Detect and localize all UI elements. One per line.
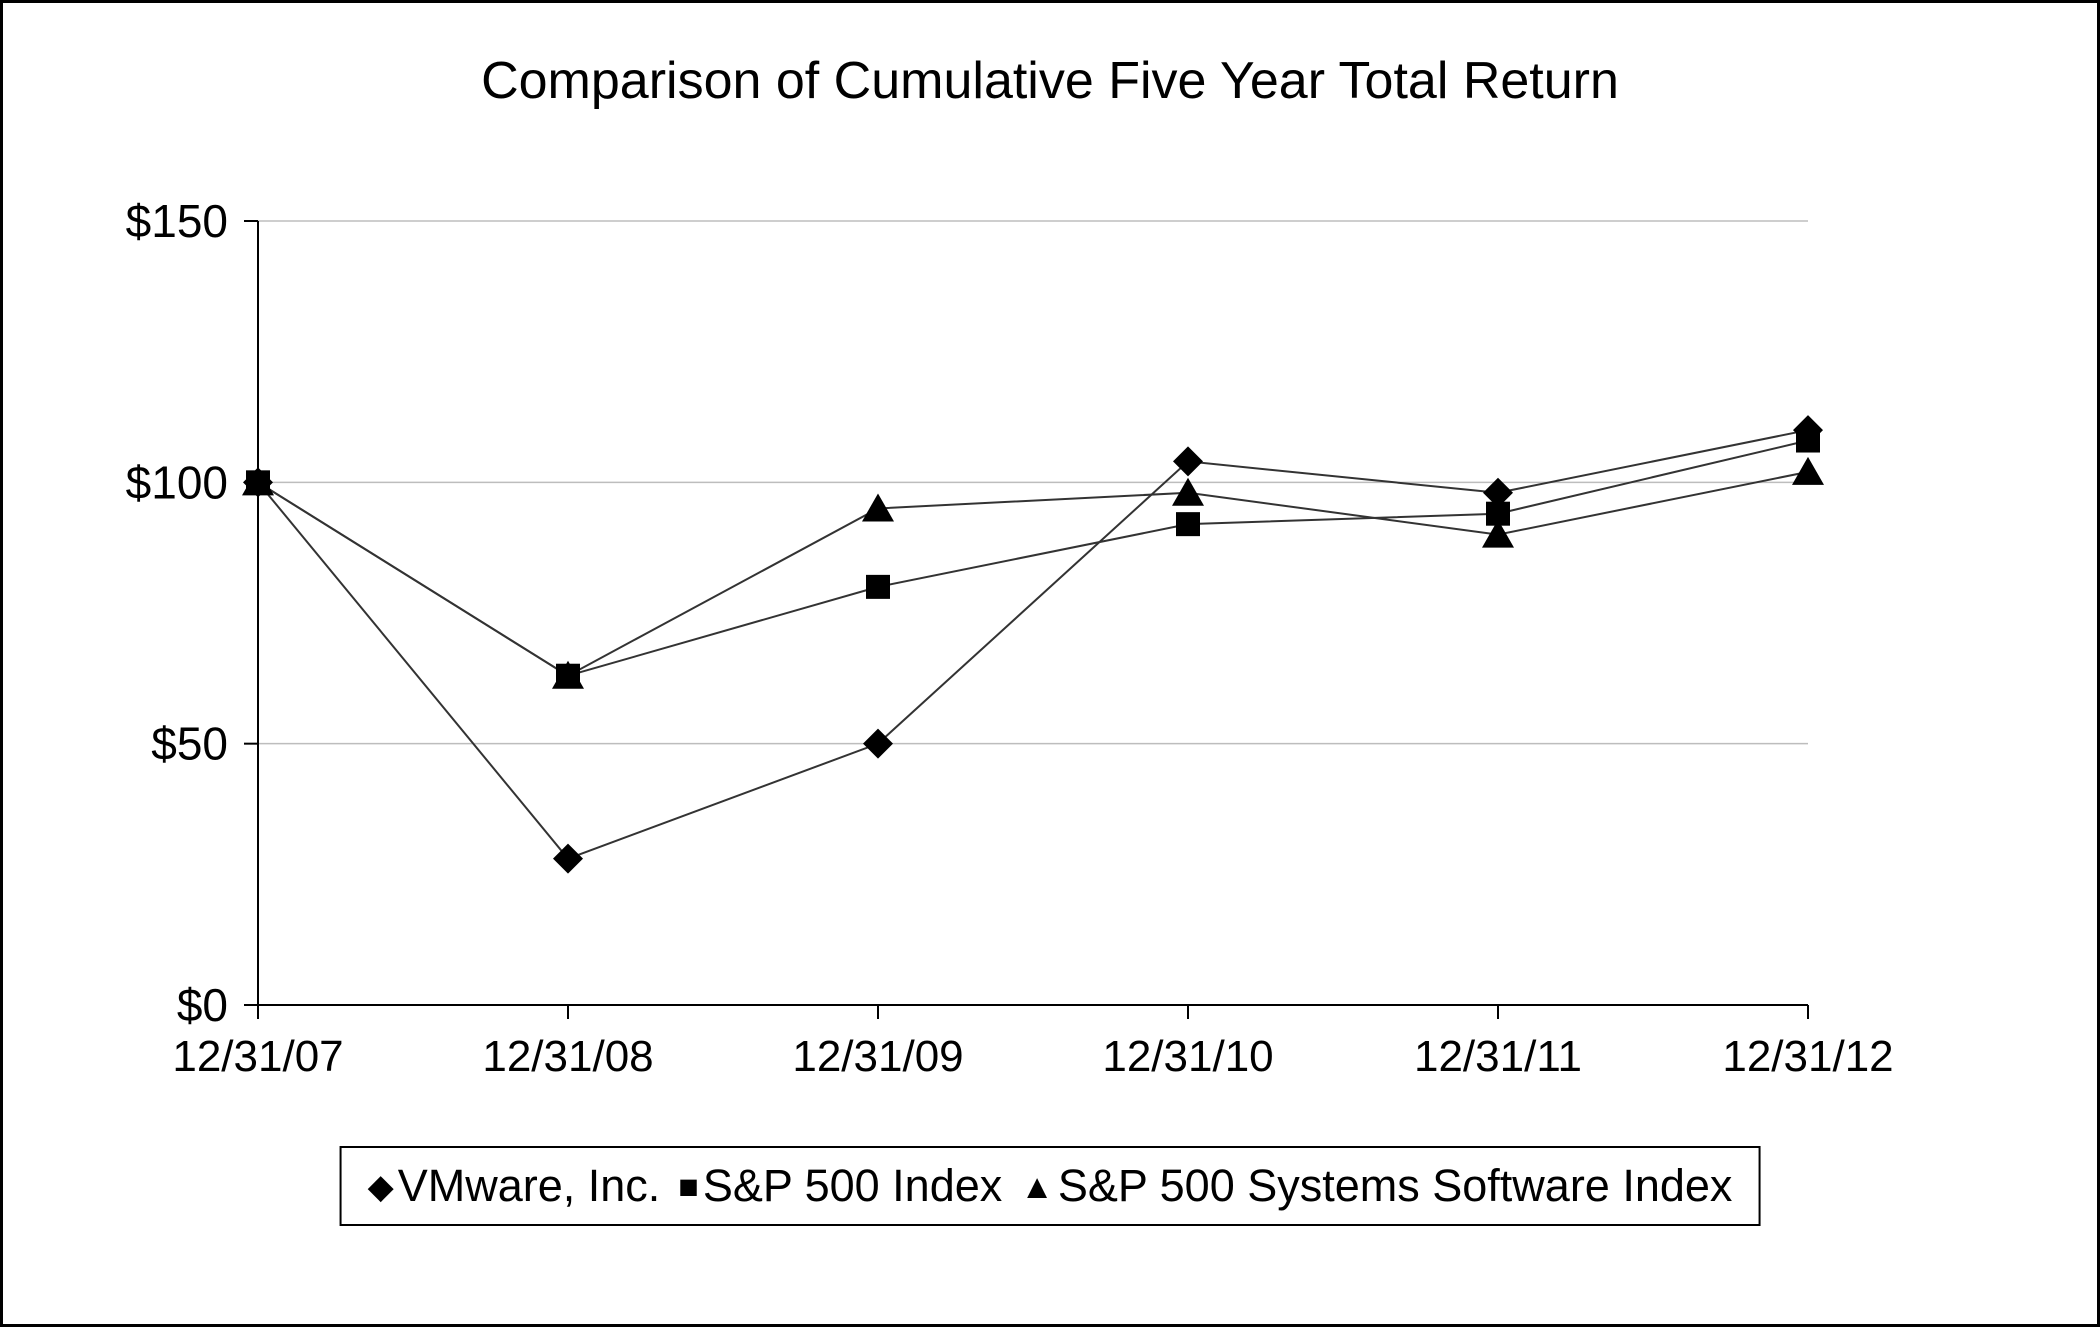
x-tick-label: 12/31/09 <box>792 1032 963 1081</box>
marker-triangle <box>1792 456 1824 485</box>
series-line-diamond <box>257 429 1809 860</box>
marker-square <box>1796 428 1820 453</box>
legend-label: S&P 500 Index <box>702 1160 1003 1211</box>
marker-triangle <box>1482 519 1514 548</box>
series-line-triangle <box>257 470 1809 677</box>
marker-diamond <box>863 728 893 759</box>
x-tick-label: 12/31/07 <box>172 1032 343 1081</box>
y-tick-label: $0 <box>177 979 228 1031</box>
legend-label: S&P 500 Systems Software Index <box>1057 1160 1733 1211</box>
legend-label: VMware, Inc. <box>397 1160 661 1211</box>
legend-item: ◆VMware, Inc. <box>368 1160 661 1212</box>
legend-marker-square-icon: ■ <box>678 1168 699 1206</box>
legend: ◆VMware, Inc. ■S&P 500 Index ▲S&P 500 Syst… <box>339 1146 1761 1226</box>
legend-item: ▲S&P 500 Systems Software Index <box>1020 1160 1732 1212</box>
y-tick-label: $50 <box>151 718 228 770</box>
marker-diamond <box>1483 477 1513 508</box>
marker-diamond <box>1173 446 1203 477</box>
x-tick-label: 12/31/12 <box>1722 1032 1893 1081</box>
x-tick-label: 12/31/08 <box>482 1032 653 1081</box>
marker-square <box>246 470 270 495</box>
marker-diamond <box>553 843 583 874</box>
legend-item: ■S&P 500 Index <box>678 1160 1002 1212</box>
y-tick-label: $150 <box>126 195 228 247</box>
marker-square <box>1486 501 1510 526</box>
legend-marker-triangle-icon: ▲ <box>1020 1168 1054 1206</box>
line-chart-plot: $0 $50 $100 $150 12/31/07 12/31/08 12/31/09 12/… <box>126 195 1894 1081</box>
y-tick-label: $100 <box>126 456 228 508</box>
x-tick-label: 12/31/10 <box>1102 1032 1273 1081</box>
marker-square <box>1176 512 1200 537</box>
chart-title: Comparison of Cumulative Five Year Total… <box>481 52 1619 110</box>
marker-square <box>866 574 890 599</box>
marker-triangle <box>862 493 894 522</box>
legend-marker-diamond-icon: ◆ <box>367 1168 394 1206</box>
series-line-square <box>257 439 1809 677</box>
x-tick-label: 12/31/11 <box>1414 1032 1582 1081</box>
marker-square <box>556 663 580 688</box>
marker-triangle <box>1172 477 1204 506</box>
